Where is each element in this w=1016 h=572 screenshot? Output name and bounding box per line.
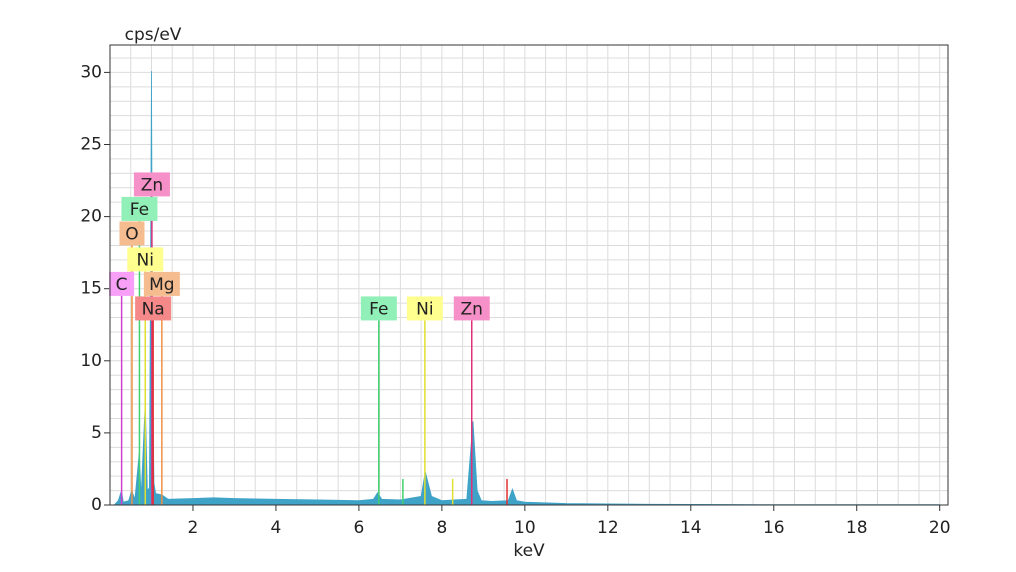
element-label: Mg <box>149 275 174 295</box>
x-tick-label: 10 <box>514 518 536 538</box>
element-label: Ni <box>137 250 154 270</box>
label-box <box>406 296 443 321</box>
element-label: O <box>125 224 138 244</box>
y-tick-label: 5 <box>91 423 102 443</box>
element-label: Na <box>142 299 165 319</box>
label-box <box>360 296 397 321</box>
y-tick-label: 25 <box>80 134 102 154</box>
x-tick-label: 20 <box>929 518 951 538</box>
x-axis-label: keV <box>513 541 545 561</box>
plot-frame <box>109 44 949 506</box>
label-box <box>143 271 180 296</box>
element-label: Zn <box>461 299 483 319</box>
label-box <box>127 247 164 272</box>
element-label: Zn <box>141 175 163 195</box>
x-tick-label: 18 <box>846 518 868 538</box>
y-axis-label: cps/eV <box>125 25 182 45</box>
element-label: Ni <box>416 299 433 319</box>
label-box <box>135 296 172 321</box>
label-box <box>119 221 145 246</box>
y-tick-label: 0 <box>91 495 102 515</box>
x-tick-label: 6 <box>353 518 364 538</box>
x-tick-label: 14 <box>680 518 702 538</box>
y-tick-label: 10 <box>80 351 102 371</box>
label-box <box>133 172 170 197</box>
x-tick-label: 16 <box>763 518 785 538</box>
element-label: Fe <box>369 299 388 319</box>
y-tick-label: 30 <box>80 62 102 82</box>
y-tick-label: 20 <box>80 207 102 227</box>
label-box <box>109 271 135 296</box>
x-tick-label: 2 <box>188 518 199 538</box>
label-box <box>453 296 490 321</box>
label-box <box>121 196 158 221</box>
x-tick-label: 12 <box>597 518 619 538</box>
spectrum-area <box>113 70 941 506</box>
element-label: Fe <box>130 200 149 220</box>
y-tick-label: 15 <box>80 279 102 299</box>
x-tick-label: 8 <box>436 518 447 538</box>
element-label: C <box>116 275 128 295</box>
x-tick-label: 4 <box>271 518 282 538</box>
